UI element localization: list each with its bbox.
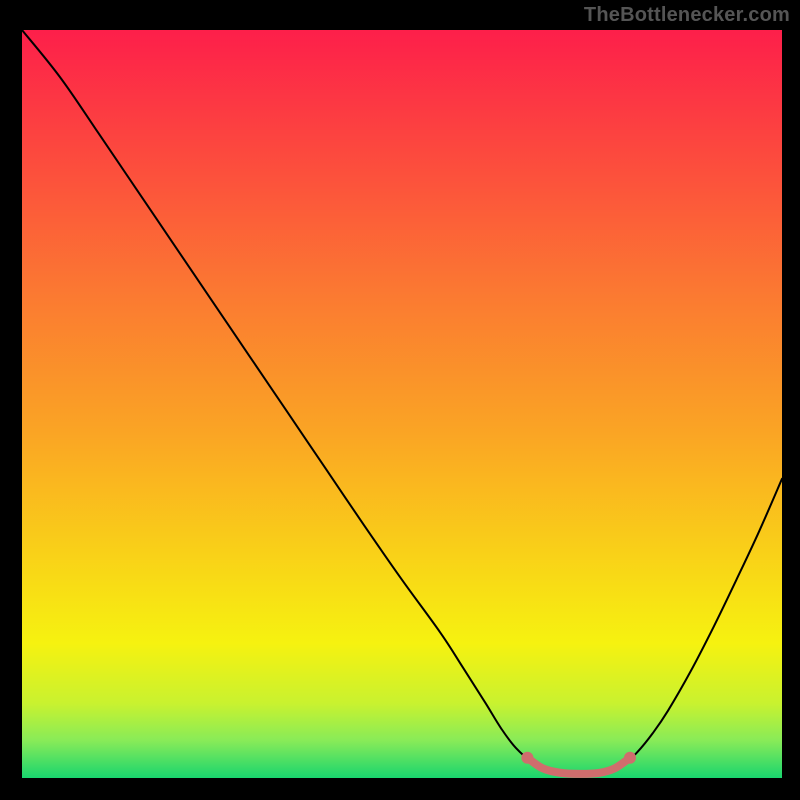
watermark-text: TheBottlenecker.com [584,4,790,27]
gradient-background [22,30,782,778]
optimal-range-end-marker [624,752,636,764]
bottleneck-chart [22,30,782,778]
optimal-range-start-marker [521,752,533,764]
plot-area [22,30,782,778]
chart-frame: TheBottlenecker.com [0,0,800,800]
